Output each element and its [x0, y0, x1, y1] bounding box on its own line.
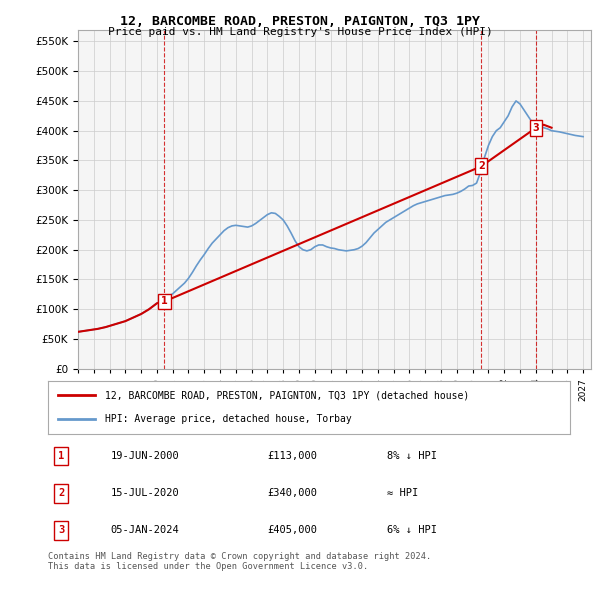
Text: ≈ HPI: ≈ HPI [388, 489, 419, 499]
Text: Price paid vs. HM Land Registry's House Price Index (HPI): Price paid vs. HM Land Registry's House … [107, 27, 493, 37]
Text: £340,000: £340,000 [267, 489, 317, 499]
Text: 1: 1 [58, 451, 64, 461]
Text: HPI: Average price, detached house, Torbay: HPI: Average price, detached house, Torb… [106, 414, 352, 424]
Text: Contains HM Land Registry data © Crown copyright and database right 2024.
This d: Contains HM Land Registry data © Crown c… [48, 552, 431, 571]
Text: 12, BARCOMBE ROAD, PRESTON, PAIGNTON, TQ3 1PY (detached house): 12, BARCOMBE ROAD, PRESTON, PAIGNTON, TQ… [106, 391, 470, 401]
Text: 05-JAN-2024: 05-JAN-2024 [110, 526, 179, 536]
Text: 6% ↓ HPI: 6% ↓ HPI [388, 526, 437, 536]
Text: 3: 3 [58, 526, 64, 536]
Text: 15-JUL-2020: 15-JUL-2020 [110, 489, 179, 499]
Text: 8% ↓ HPI: 8% ↓ HPI [388, 451, 437, 461]
Text: 19-JUN-2000: 19-JUN-2000 [110, 451, 179, 461]
Text: 2: 2 [478, 162, 485, 171]
Text: £113,000: £113,000 [267, 451, 317, 461]
Text: 2: 2 [58, 489, 64, 499]
Text: 3: 3 [533, 123, 539, 133]
Text: 12, BARCOMBE ROAD, PRESTON, PAIGNTON, TQ3 1PY: 12, BARCOMBE ROAD, PRESTON, PAIGNTON, TQ… [120, 15, 480, 28]
Text: £405,000: £405,000 [267, 526, 317, 536]
Text: 1: 1 [161, 297, 168, 306]
